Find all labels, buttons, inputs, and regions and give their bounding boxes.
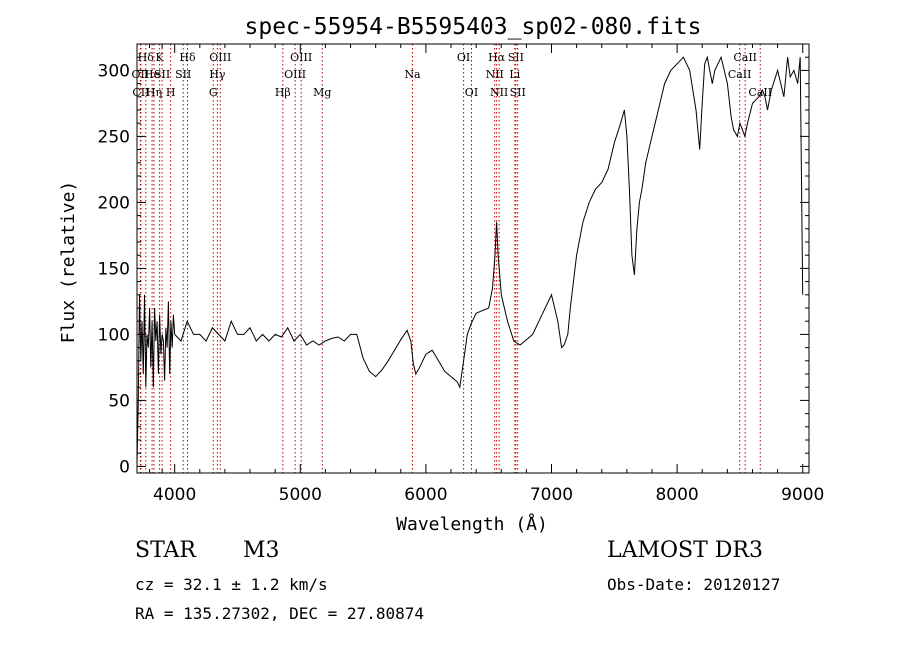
marker-label-14: OIII (290, 51, 312, 64)
chart-title: spec-55954-B5595403_sp02-080.fits (245, 14, 702, 40)
marker-label-13: Hβ (275, 86, 291, 99)
y-axis-label: Flux (relative) (58, 181, 79, 344)
y-tick-label-0: 0 (119, 457, 130, 477)
marker-label-15: OIII (284, 68, 306, 81)
marker-label-3: He (144, 68, 160, 81)
marker-label-22: NII (486, 68, 504, 81)
marker-label-21: SII (508, 51, 524, 64)
marker-label-5: K (155, 51, 164, 64)
x-tick-label-5000: 5000 (279, 485, 322, 505)
x-tick-label-9000: 9000 (781, 485, 824, 505)
marker-label-27: CaII (728, 68, 752, 81)
marker-label-16: Mg (313, 86, 331, 99)
marker-label-10: OIII (209, 51, 231, 64)
y-tick-label-50: 50 (108, 391, 130, 411)
marker-label-1: OII (132, 68, 150, 81)
marker-label-26: CaII (733, 51, 757, 64)
plot-frame (136, 43, 810, 474)
marker-label-9: SII (175, 68, 191, 81)
redshift-cz: cz = 32.1 ± 1.2 km/s (135, 575, 328, 594)
y-tick-label-100: 100 (98, 325, 130, 345)
x-tick-label-4000: 4000 (153, 485, 196, 505)
x-tick-label-8000: 8000 (655, 485, 698, 505)
coordinates: RA = 135.27302, DEC = 27.80874 (135, 604, 424, 623)
y-tick-label-250: 250 (98, 127, 130, 147)
marker-label-24: NII (490, 86, 508, 99)
marker-label-8: Hδ (179, 51, 196, 64)
x-tick-label-6000: 6000 (404, 485, 447, 505)
marker-label-12: G (209, 86, 218, 99)
marker-label-0: Hδ (138, 51, 155, 64)
x-tick-label-7000: 7000 (530, 485, 573, 505)
marker-label-25: SII (510, 86, 526, 99)
marker-label-6: SII (154, 68, 170, 81)
x-axis-ticks: 4000 5000 6000 7000 8000 9000 (149, 44, 824, 505)
marker-label-19: OI (465, 86, 478, 99)
y-tick-label-200: 200 (98, 193, 130, 213)
marker-label-28: CaII (748, 86, 772, 99)
obs-date: Obs-Date: 20120127 (607, 575, 781, 594)
x-axis-label: Wavelength (Å) (396, 513, 548, 535)
marker-label-23: Li (509, 68, 520, 81)
marker-label-7: H (166, 86, 176, 99)
marker-label-20: Hα (488, 51, 506, 64)
marker-label-17: Na (404, 68, 421, 81)
y-axis-ticks: 0 50 100 150 200 250 300 (98, 43, 809, 477)
subclass: M3 (243, 538, 280, 563)
marker-label-4: Hη (146, 86, 162, 99)
marker-label-18: OI (457, 51, 470, 64)
y-tick-label-150: 150 (98, 259, 130, 279)
y-tick-label-300: 300 (98, 61, 130, 81)
object-type: STAR (135, 538, 196, 563)
flux-series-line (136, 55, 804, 466)
survey-name: LAMOST DR3 (607, 538, 763, 563)
marker-label-11: Hγ (209, 68, 226, 81)
